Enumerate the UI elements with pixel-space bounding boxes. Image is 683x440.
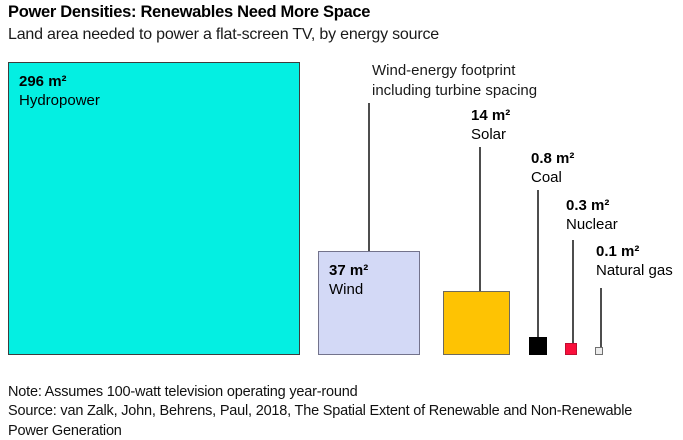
natural-gas-leader-line xyxy=(600,288,602,347)
chart-subtitle: Land area needed to power a flat-screen … xyxy=(8,26,439,43)
wind-value-label: 37 m² xyxy=(329,262,369,279)
chart-title: Power Densities: Renewables Need More Sp… xyxy=(8,3,371,21)
source-line: Source: van Zalk, John, Behrens, Paul, 2… xyxy=(8,403,633,439)
wind-square: 37 m² Wind xyxy=(318,251,420,355)
coal-leader-line xyxy=(537,190,539,337)
solar-square xyxy=(443,291,510,355)
coal-category-label: Coal xyxy=(531,169,562,186)
natural-gas-value-label: 0.1 m² xyxy=(596,243,640,260)
hydropower-value-label: 296 m² xyxy=(19,73,67,90)
wind-label: 37 m² Wind xyxy=(319,252,419,308)
hydropower-category-label: Hydropower xyxy=(19,92,100,109)
natural-gas-category-label: Natural gas xyxy=(596,262,673,279)
coal-square xyxy=(529,337,547,355)
hydropower-square: 296 m² Hydropower xyxy=(8,62,300,355)
wind-leader-line xyxy=(368,103,370,251)
nuclear-value-label: 0.3 m² xyxy=(566,197,610,214)
solar-category-label: Solar xyxy=(471,126,507,143)
natural-gas-label: 0.1 m² Natural gas xyxy=(596,242,673,280)
wind-footprint-annotation: Wind-energy footprint including turbine … xyxy=(372,62,538,99)
hydropower-label: 296 m² Hydropower xyxy=(9,63,299,119)
wind-category-label: Wind xyxy=(329,281,364,298)
coal-value-label: 0.8 m² xyxy=(531,150,575,167)
nuclear-category-label: Nuclear xyxy=(566,216,618,233)
nuclear-leader-line xyxy=(572,240,574,343)
solar-value-label: 14 m² xyxy=(471,107,511,124)
nuclear-square xyxy=(565,343,577,355)
solar-label: 14 m² Solar xyxy=(471,106,510,144)
nuclear-label: 0.3 m² Nuclear xyxy=(566,196,618,234)
natural-gas-square xyxy=(595,347,603,355)
solar-leader-line xyxy=(479,147,481,291)
coal-label: 0.8 m² Coal xyxy=(531,149,574,187)
footnote: Note: Assumes 100-watt television operat… xyxy=(8,384,358,400)
